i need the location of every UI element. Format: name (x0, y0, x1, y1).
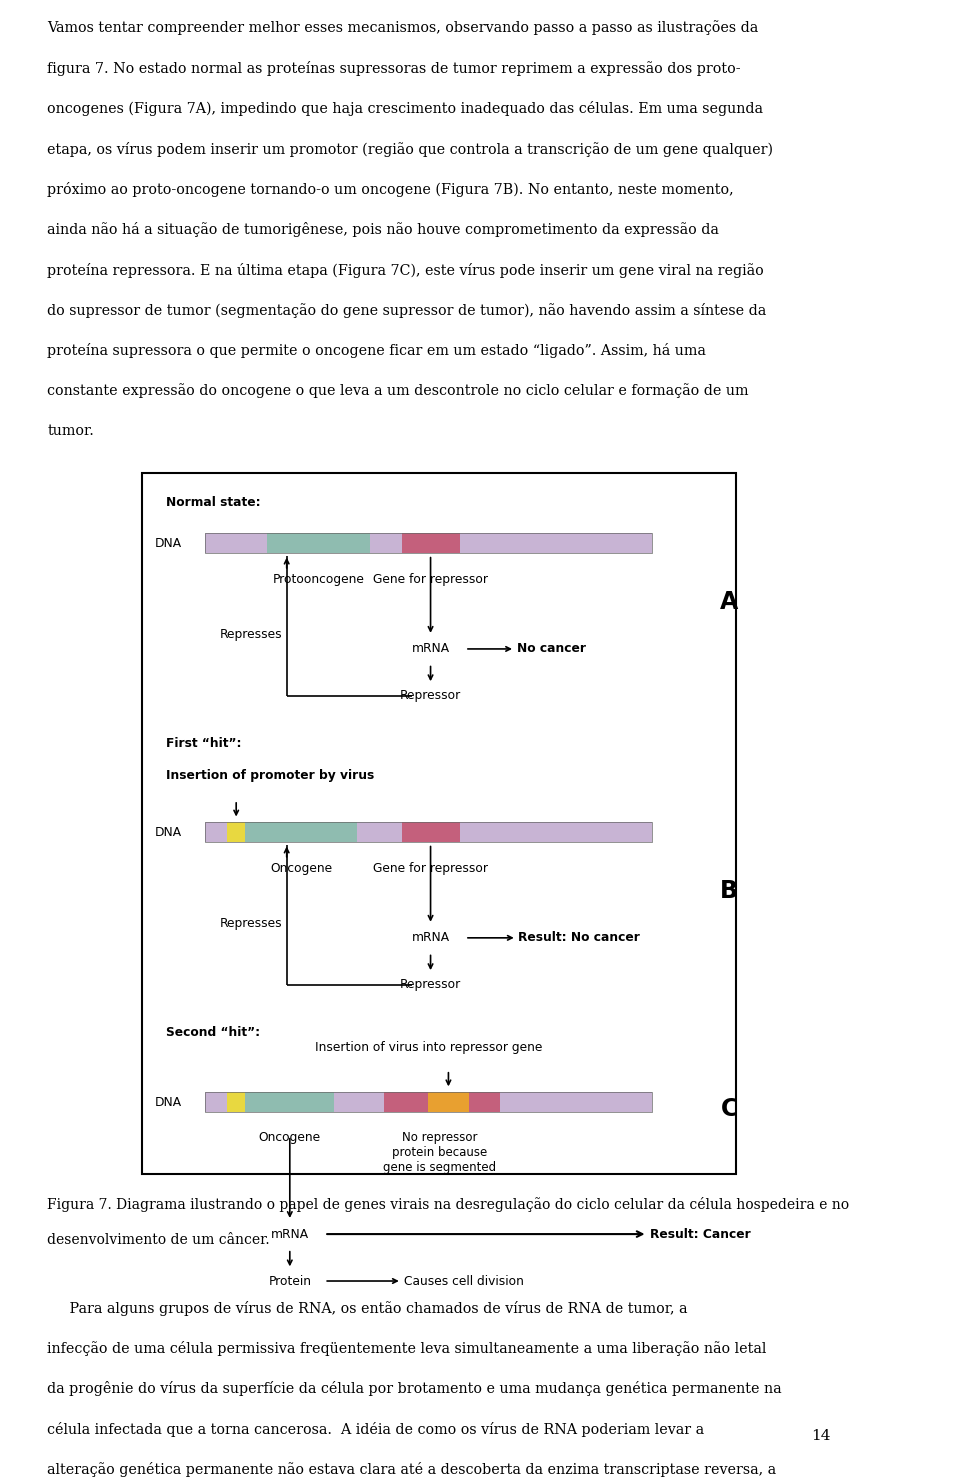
Text: Insertion of promoter by virus: Insertion of promoter by virus (166, 769, 374, 782)
Bar (357, 822, 401, 842)
Text: Represses: Represses (220, 916, 282, 930)
Text: mRNA: mRNA (412, 643, 449, 655)
Text: Represses: Represses (220, 628, 282, 641)
Text: 14: 14 (811, 1429, 830, 1443)
Text: DNA: DNA (155, 1095, 182, 1108)
Bar (468, 1092, 500, 1111)
Bar (204, 534, 652, 553)
Text: Protooncogene: Protooncogene (273, 572, 365, 585)
Bar (245, 822, 357, 842)
Text: tumor.: tumor. (47, 424, 94, 437)
Text: Normal state:: Normal state: (166, 497, 261, 510)
Text: mRNA: mRNA (271, 1228, 309, 1240)
Bar (268, 534, 371, 553)
Text: célula infectada que a torna cancerosa.  A idéia de como os vírus de RNA poderia: célula infectada que a torna cancerosa. … (47, 1422, 705, 1437)
Text: Oncogene: Oncogene (259, 1132, 321, 1144)
Text: ainda não há a situação de tumorigênese, pois não houve comprometimento da expre: ainda não há a situação de tumorigênese,… (47, 222, 719, 236)
Text: Result: No cancer: Result: No cancer (518, 931, 640, 944)
Text: proteína repressora. E na última etapa (Figura 7C), este vírus pode inserir um g: proteína repressora. E na última etapa (… (47, 263, 764, 278)
Text: No repressor
protein because
gene is segmented: No repressor protein because gene is seg… (383, 1132, 496, 1175)
Text: desenvolvimento de um câncer.: desenvolvimento de um câncer. (47, 1233, 270, 1247)
Text: Vamos tentar compreender melhor esses mecanismos, observando passo a passo as il: Vamos tentar compreender melhor esses me… (47, 21, 758, 35)
Bar (204, 822, 228, 842)
Bar (228, 822, 245, 842)
Bar (228, 1092, 245, 1111)
Text: do supressor de tumor (segmentação do gene supressor de tumor), não havendo assi: do supressor de tumor (segmentação do ge… (47, 303, 767, 318)
Text: Repressor: Repressor (400, 689, 461, 702)
Text: proteína supressora o que permite o oncogene ficar em um estado “ligado”. Assim,: proteína supressora o que permite o onco… (47, 343, 707, 358)
Text: alteração genética permanente não estava clara até a descoberta da enzima transc: alteração genética permanente não estava… (47, 1462, 777, 1477)
Bar (245, 1092, 334, 1111)
Text: Result: Cancer: Result: Cancer (650, 1228, 751, 1240)
Text: Figura 7. Diagrama ilustrando o papel de genes virais na desregulação do ciclo c: Figura 7. Diagrama ilustrando o papel de… (47, 1197, 850, 1212)
Bar (428, 1092, 468, 1111)
Bar (384, 1092, 428, 1111)
Bar (204, 1092, 652, 1111)
Text: Insertion of virus into repressor gene: Insertion of virus into repressor gene (315, 1041, 542, 1054)
Bar (491, 822, 652, 842)
Text: No cancer: No cancer (516, 643, 586, 655)
Text: mRNA: mRNA (412, 931, 449, 944)
Bar (401, 822, 460, 842)
Text: Oncogene: Oncogene (270, 862, 332, 875)
Text: C: C (721, 1098, 738, 1122)
Text: próximo ao proto-oncogene tornando-o um oncogene (Figura 7B). No entanto, neste : próximo ao proto-oncogene tornando-o um … (47, 182, 734, 197)
Text: Second “hit”:: Second “hit”: (166, 1026, 260, 1039)
Text: DNA: DNA (155, 826, 182, 838)
Text: figura 7. No estado normal as proteínas supressoras de tumor reprimem a expressã: figura 7. No estado normal as proteínas … (47, 61, 741, 75)
Bar (204, 822, 652, 842)
Text: Causes cell division: Causes cell division (404, 1274, 524, 1287)
Bar (500, 1092, 652, 1111)
Text: oncogenes (Figura 7A), impedindo que haja crescimento inadequado das células. Em: oncogenes (Figura 7A), impedindo que haj… (47, 101, 763, 117)
Bar (371, 534, 401, 553)
Bar (460, 822, 491, 842)
Text: DNA: DNA (155, 537, 182, 550)
Bar (204, 1092, 228, 1111)
Text: Protein: Protein (268, 1274, 311, 1287)
Text: infecção de uma célula permissiva freqüentemente leva simultaneamente a uma libe: infecção de uma célula permissiva freqüe… (47, 1341, 767, 1355)
Text: etapa, os vírus podem inserir um promotor (região que controla a transcrição de : etapa, os vírus podem inserir um promoto… (47, 142, 774, 157)
Bar (204, 534, 268, 553)
Bar (401, 534, 460, 553)
Text: da progênie do vírus da superfície da célula por brotamento e uma mudança genéti: da progênie do vírus da superfície da cé… (47, 1382, 782, 1397)
Bar (334, 1092, 384, 1111)
Text: constante expressão do oncogene o que leva a um descontrole no ciclo celular e f: constante expressão do oncogene o que le… (47, 383, 749, 399)
Text: First “hit”:: First “hit”: (166, 738, 242, 749)
Text: Repressor: Repressor (400, 978, 461, 992)
Bar (460, 534, 491, 553)
Text: A: A (720, 590, 738, 613)
Text: Gene for repressor: Gene for repressor (373, 572, 488, 585)
Text: B: B (720, 879, 738, 903)
Bar (491, 534, 652, 553)
Text: Gene for repressor: Gene for repressor (373, 862, 488, 875)
Text: Para alguns grupos de vírus de RNA, os então chamados de vírus de RNA de tumor, : Para alguns grupos de vírus de RNA, os e… (47, 1301, 688, 1315)
Bar (142, 473, 736, 1174)
